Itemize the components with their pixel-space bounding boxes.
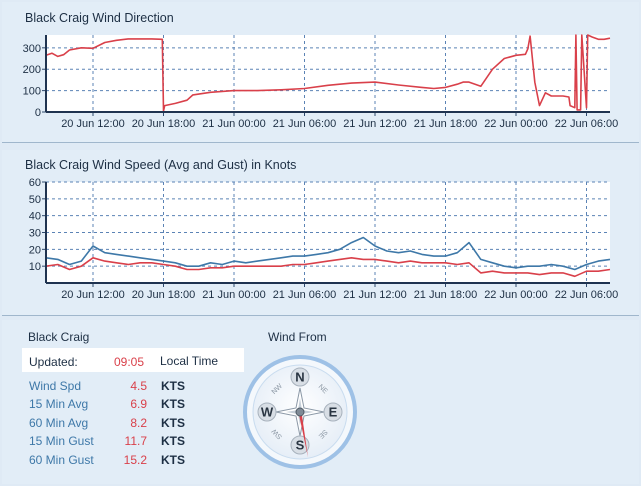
updated-time: 09:05 [114,355,145,369]
reading-unit-wind-spd: KTS [161,379,185,393]
reading-label-60min-avg: 60 Min Avg [29,416,89,430]
y-tick-label-0-3: 300 [23,43,41,55]
x-tick-label-1-1: 20 Jun 18:00 [132,289,196,301]
x-tick-label-1-0: 20 Jun 12:00 [61,289,125,301]
updated-box [22,348,244,372]
station-name: Black Craig [28,330,90,344]
reading-label-wind-spd: Wind Spd [29,379,82,393]
reading-label-15min-gust: 15 Min Gust [29,434,94,448]
speed-chart-title: Black Craig Wind Speed (Avg and Gust) in… [25,158,297,172]
y-tick-label-1-1: 20 [29,244,41,256]
y-tick-label-1-0: 10 [29,261,41,273]
wind-from-title: Wind From [268,330,327,344]
x-tick-label-1-3: 21 Jun 06:00 [273,289,337,301]
y-tick-label-1-2: 30 [29,228,41,240]
series-line-0-0 [45,34,611,112]
reading-label-15min-avg: 15 Min Avg [29,397,89,411]
compass-cardinal-n: N [290,367,310,387]
reading-unit-60min-gust: KTS [161,453,185,467]
x-tick-label-0-4: 21 Jun 12:00 [343,118,407,130]
x-tick-label-0-6: 22 Jun 00:00 [484,118,548,130]
reading-unit-60min-avg: KTS [161,416,185,430]
plot-area-0 [46,35,610,112]
compass-cardinal-s: S [290,435,310,455]
x-tick-label-0-5: 21 Jun 18:00 [414,118,478,130]
y-tick-label-1-5: 60 [29,177,41,189]
y-tick-label-1-3: 40 [29,211,41,223]
reading-value-15min-gust: 11.7 [124,434,147,448]
compass-label-e: E [329,405,338,420]
direction-chart: 20 Jun 12:00 20 Jun 18:00 21 Jun 00:00 21 J… [23,34,619,130]
compass-label-s: S [296,438,305,453]
speed-chart: 20 Jun 12:00 20 Jun 18:00 21 Jun 00:00 21 J… [29,177,619,301]
x-tick-label-1-6: 22 Jun 00:00 [484,289,548,301]
compass-cardinal-w: W [257,402,277,422]
series-line-1-1 [45,257,611,278]
reading-value-wind-spd: 4.5 [130,379,147,393]
compass-label-n: N [295,370,304,385]
series-line-1-0 [45,236,611,271]
x-tick-label-0-3: 21 Jun 06:00 [273,118,337,130]
x-tick-label-1-4: 21 Jun 12:00 [343,289,407,301]
y-tick-label-0-2: 200 [23,64,41,76]
reading-unit-15min-avg: KTS [161,397,185,411]
y-tick-label-0-1: 100 [23,86,41,98]
x-tick-label-1-7: 22 Jun 06:00 [555,289,619,301]
y-tick-label-0-0: 0 [35,107,41,119]
reading-value-15min-avg: 6.9 [130,397,147,411]
local-time-label: Local Time [160,354,219,368]
compass-hub [295,407,305,417]
x-tick-label-1-2: 21 Jun 00:00 [202,289,266,301]
x-tick-label-0-2: 21 Jun 00:00 [202,118,266,130]
y-tick-label-1-4: 50 [29,194,41,206]
compass: N E S W NE SE SW NW [243,355,357,469]
compass-needle [298,411,308,458]
reading-value-60min-avg: 8.2 [130,416,147,430]
x-tick-label-0-1: 20 Jun 18:00 [132,118,196,130]
x-tick-label-0-0: 20 Jun 12:00 [61,118,125,130]
direction-chart-title: Black Craig Wind Direction [25,11,174,25]
reading-value-60min-gust: 15.2 [123,453,147,467]
compass-cardinal-e: E [323,402,343,422]
reading-unit-15min-gust: KTS [161,434,185,448]
compass-label-se: SE [317,428,329,440]
reading-label-60min-gust: 60 Min Gust [29,453,94,467]
x-tick-label-0-7: 22 Jun 06:00 [555,118,619,130]
compass-label-w: W [261,405,274,420]
x-tick-label-1-5: 21 Jun 18:00 [414,289,478,301]
updated-label: Updated: [29,355,78,369]
